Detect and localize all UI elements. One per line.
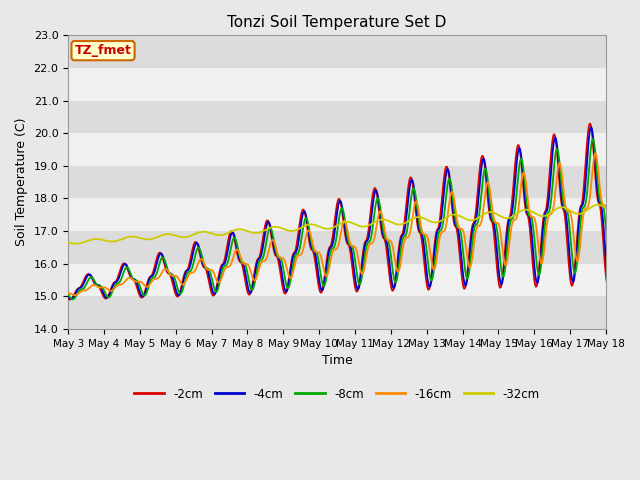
Bar bbox=[68, 199, 606, 231]
Bar bbox=[68, 133, 606, 166]
Bar bbox=[68, 296, 606, 329]
X-axis label: Time: Time bbox=[322, 354, 353, 367]
Bar bbox=[68, 264, 606, 296]
Bar bbox=[68, 68, 606, 101]
Y-axis label: Soil Temperature (C): Soil Temperature (C) bbox=[15, 118, 28, 246]
Legend: -2cm, -4cm, -8cm, -16cm, -32cm: -2cm, -4cm, -8cm, -16cm, -32cm bbox=[130, 383, 545, 405]
Title: Tonzi Soil Temperature Set D: Tonzi Soil Temperature Set D bbox=[227, 15, 447, 30]
Bar bbox=[68, 166, 606, 199]
Bar bbox=[68, 101, 606, 133]
Text: TZ_fmet: TZ_fmet bbox=[75, 44, 131, 57]
Bar bbox=[68, 231, 606, 264]
Bar bbox=[68, 36, 606, 68]
